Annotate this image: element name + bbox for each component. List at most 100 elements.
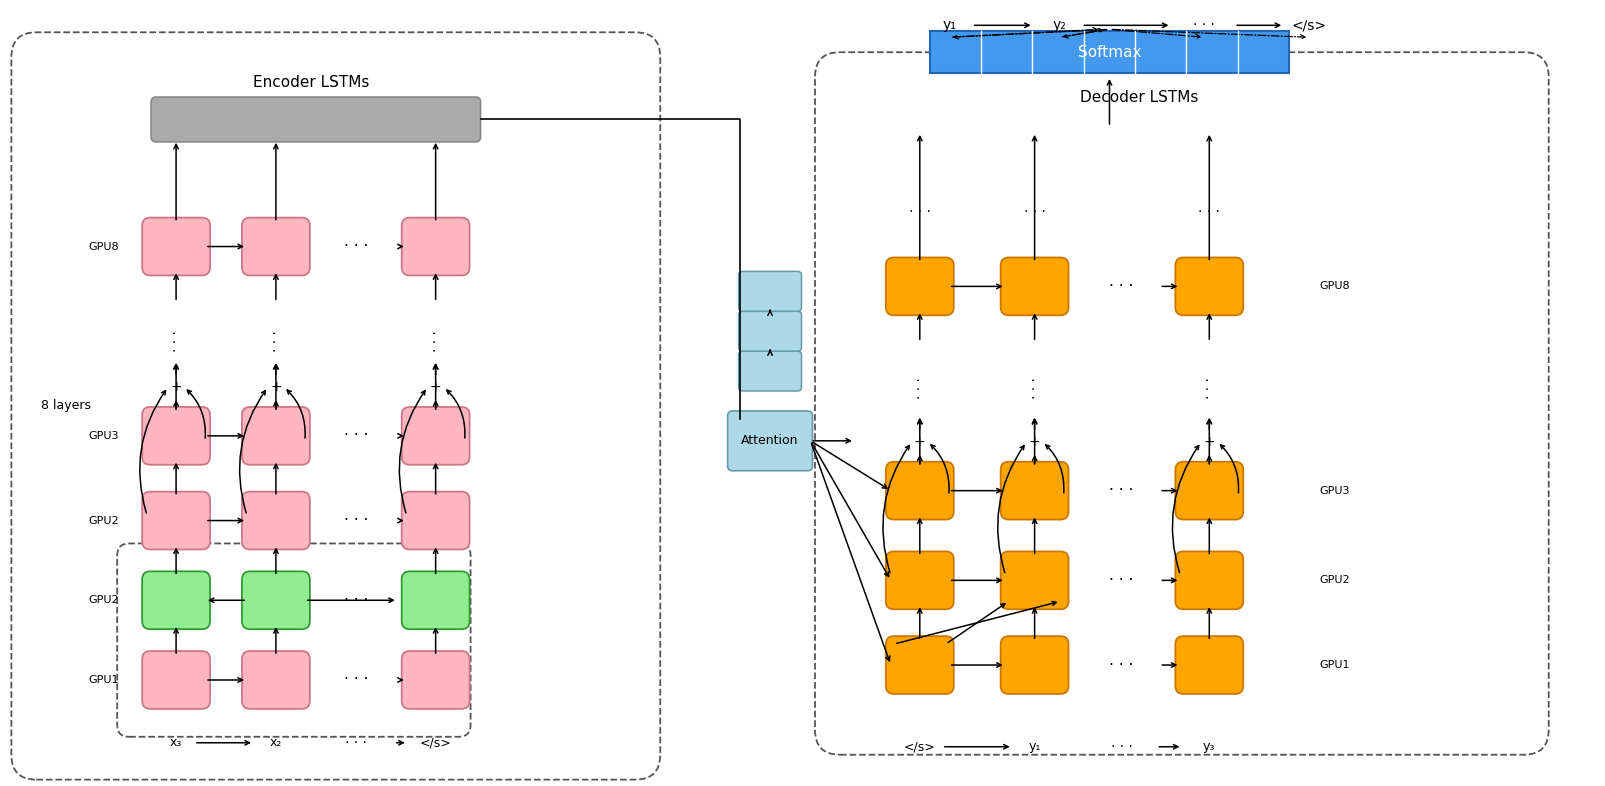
Text: · · ·: · · · [345, 736, 366, 750]
Text: · · ·: · · · [1109, 573, 1133, 588]
Text: </s>: </s> [904, 740, 936, 753]
FancyBboxPatch shape [886, 461, 953, 520]
Text: +: + [1202, 435, 1215, 449]
FancyArrowPatch shape [1172, 446, 1197, 573]
FancyBboxPatch shape [1000, 258, 1067, 315]
FancyBboxPatch shape [401, 571, 469, 629]
FancyArrowPatch shape [1032, 137, 1037, 259]
FancyArrowPatch shape [812, 443, 886, 488]
FancyArrowPatch shape [950, 488, 1000, 493]
Text: x₂: x₂ [270, 736, 282, 749]
Text: · · ·: · · · [343, 673, 368, 688]
FancyArrowPatch shape [950, 285, 1000, 288]
FancyArrowPatch shape [188, 390, 205, 438]
FancyArrowPatch shape [1207, 608, 1210, 638]
FancyArrowPatch shape [197, 740, 249, 745]
FancyBboxPatch shape [727, 411, 812, 471]
FancyBboxPatch shape [242, 218, 310, 275]
FancyArrowPatch shape [1207, 420, 1210, 464]
FancyBboxPatch shape [242, 571, 310, 629]
FancyBboxPatch shape [242, 492, 310, 549]
FancyArrowPatch shape [916, 137, 921, 259]
FancyArrowPatch shape [916, 420, 921, 429]
FancyArrowPatch shape [953, 29, 1106, 39]
FancyArrowPatch shape [273, 275, 278, 299]
FancyArrowPatch shape [1207, 420, 1210, 429]
FancyArrowPatch shape [273, 402, 278, 410]
FancyArrowPatch shape [433, 365, 438, 374]
FancyArrowPatch shape [1032, 314, 1037, 340]
FancyArrowPatch shape [273, 365, 278, 410]
FancyArrowPatch shape [433, 549, 438, 574]
FancyArrowPatch shape [1159, 744, 1176, 749]
FancyArrowPatch shape [1061, 28, 1103, 37]
FancyBboxPatch shape [242, 651, 310, 709]
Text: · · ·: · · · [1109, 658, 1133, 673]
Text: Encoder LSTMs: Encoder LSTMs [252, 75, 369, 90]
FancyArrowPatch shape [273, 465, 278, 494]
FancyArrowPatch shape [1162, 285, 1175, 288]
FancyArrowPatch shape [273, 365, 278, 374]
FancyArrowPatch shape [433, 629, 438, 653]
Text: +: + [270, 380, 281, 394]
FancyArrowPatch shape [1083, 23, 1167, 28]
FancyArrowPatch shape [1207, 314, 1210, 340]
FancyArrowPatch shape [896, 601, 1056, 644]
FancyArrowPatch shape [433, 145, 438, 220]
FancyArrowPatch shape [173, 275, 178, 299]
FancyArrowPatch shape [883, 446, 908, 573]
FancyArrowPatch shape [916, 519, 921, 553]
FancyArrowPatch shape [1162, 663, 1175, 667]
FancyArrowPatch shape [1162, 578, 1175, 582]
FancyArrowPatch shape [173, 365, 178, 410]
FancyArrowPatch shape [273, 145, 278, 220]
FancyArrowPatch shape [767, 350, 772, 355]
Text: GPU1: GPU1 [1318, 660, 1348, 670]
Text: · · ·: · · · [169, 330, 183, 352]
Text: Softmax: Softmax [1077, 45, 1141, 60]
FancyArrowPatch shape [308, 598, 393, 603]
FancyArrowPatch shape [1220, 445, 1237, 493]
Text: x₃: x₃ [170, 736, 181, 749]
FancyArrowPatch shape [1112, 29, 1305, 39]
FancyArrowPatch shape [273, 549, 278, 574]
FancyArrowPatch shape [398, 434, 401, 438]
Text: GPU2: GPU2 [88, 595, 119, 605]
FancyArrowPatch shape [1045, 445, 1063, 493]
Text: GPU2: GPU2 [1318, 575, 1348, 586]
FancyArrowPatch shape [1106, 81, 1111, 124]
FancyArrowPatch shape [207, 244, 242, 248]
FancyArrowPatch shape [173, 402, 178, 410]
FancyArrowPatch shape [173, 629, 178, 653]
FancyArrowPatch shape [173, 145, 178, 220]
FancyArrowPatch shape [173, 549, 178, 574]
FancyBboxPatch shape [151, 97, 480, 142]
Text: · · ·: · · · [1197, 204, 1220, 219]
FancyArrowPatch shape [952, 28, 1096, 37]
Text: · · ·: · · · [343, 513, 368, 528]
Text: · · ·: · · · [268, 330, 282, 352]
Text: y₁: y₁ [1027, 740, 1040, 753]
FancyArrowPatch shape [400, 391, 425, 513]
Text: GPU2: GPU2 [88, 516, 119, 526]
FancyArrowPatch shape [1207, 519, 1210, 553]
FancyArrowPatch shape [1032, 420, 1037, 429]
Text: · · ·: · · · [908, 204, 931, 219]
FancyBboxPatch shape [242, 407, 310, 465]
Text: · · ·: · · · [1109, 483, 1133, 498]
FancyBboxPatch shape [401, 218, 469, 275]
FancyBboxPatch shape [143, 651, 210, 709]
FancyArrowPatch shape [1032, 457, 1037, 464]
FancyArrowPatch shape [974, 23, 1029, 28]
FancyArrowPatch shape [916, 608, 921, 638]
FancyBboxPatch shape [401, 492, 469, 549]
FancyArrowPatch shape [1162, 488, 1175, 493]
FancyBboxPatch shape [886, 636, 953, 694]
FancyArrowPatch shape [931, 445, 949, 493]
Text: · · ·: · · · [1109, 740, 1132, 754]
FancyArrowPatch shape [811, 443, 889, 661]
FancyArrowPatch shape [916, 457, 921, 464]
FancyBboxPatch shape [143, 492, 210, 549]
FancyArrowPatch shape [207, 518, 242, 523]
FancyArrowPatch shape [944, 744, 1008, 749]
